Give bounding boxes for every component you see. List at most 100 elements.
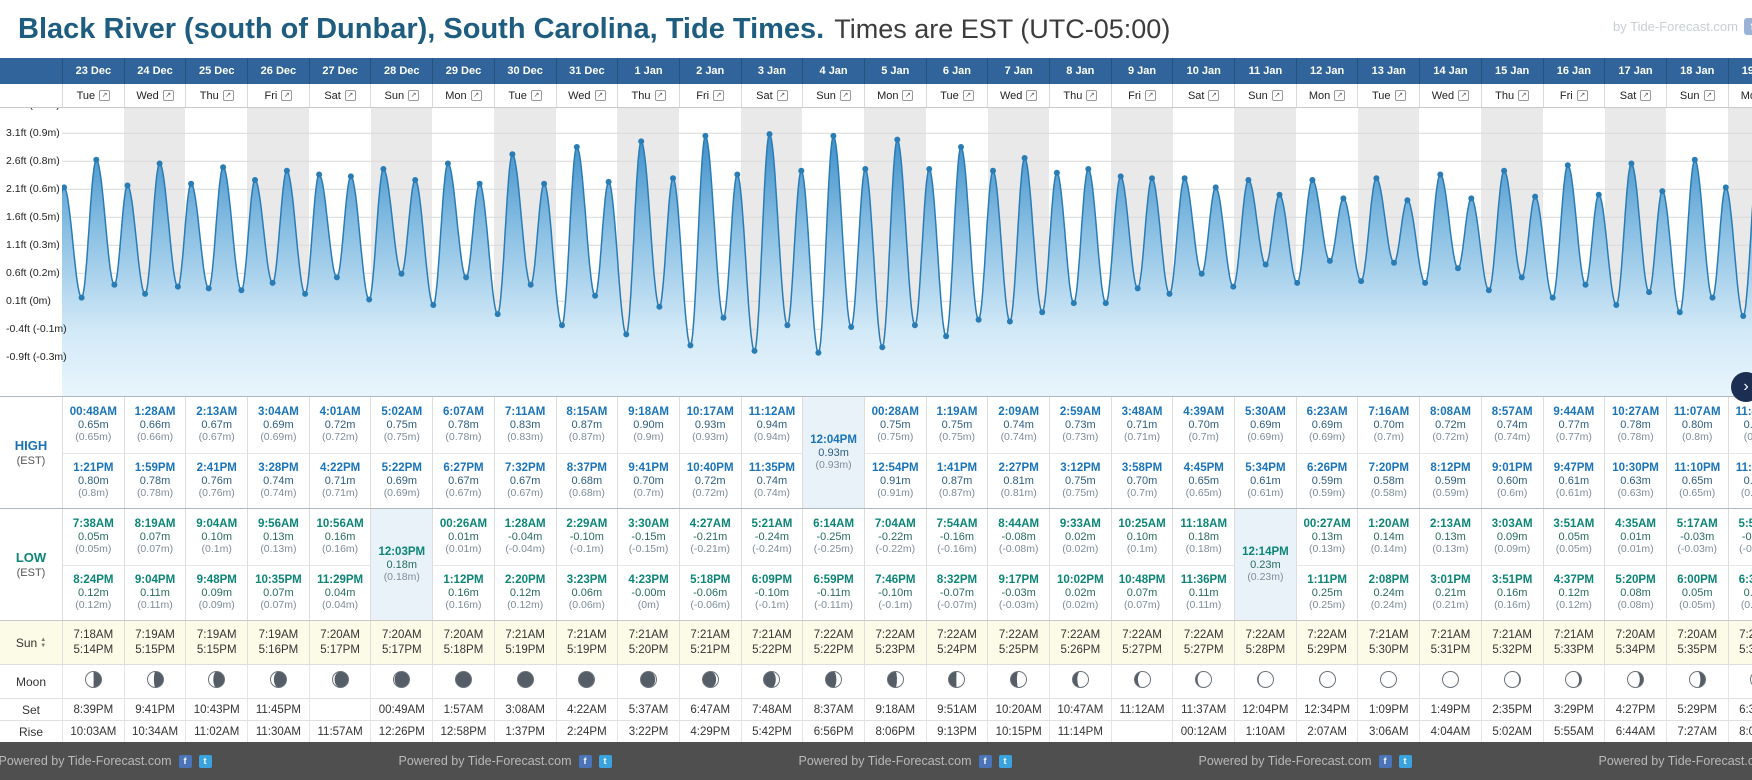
date-header-cell[interactable]: 7 Jan <box>987 58 1049 84</box>
date-header-cell[interactable]: 19 Jan <box>1727 58 1752 84</box>
date-header-cell[interactable]: 6 Jan <box>925 58 988 84</box>
date-header-cell[interactable]: 4 Jan <box>802 58 864 84</box>
next-dates-button[interactable]: › <box>1731 372 1752 402</box>
expand-day-icon[interactable]: ↗ <box>1394 90 1406 101</box>
moonset-cell: 11:37AM <box>1172 699 1234 720</box>
low-tide-entry: 6:59PM -0.11m (-0.11m) <box>803 564 864 621</box>
high-tide-cell: 11:12AM 0.94m (0.94m) 11:35PM 0.74m (0.74m) <box>740 397 803 508</box>
high-tide-height: 0.61m <box>1558 475 1590 488</box>
low-tide-height-alt: (0.11m) <box>1186 599 1222 612</box>
sun-times-cell: 7:21AM 5:33PM <box>1542 621 1605 664</box>
low-tide-height-alt: (0.16m) <box>322 543 359 556</box>
expand-day-icon[interactable]: ↗ <box>1086 90 1098 101</box>
expand-day-icon[interactable]: ↗ <box>99 90 111 101</box>
sunset-time: 5:27PM <box>1122 644 1162 656</box>
expand-day-icon[interactable]: ↗ <box>281 90 293 101</box>
low-tide-cell: 11:18AM 0.18m (0.18m) 11:36PM 0.11m (0.11m) <box>1172 509 1235 620</box>
moonrise-cell: 4:04AM <box>1419 721 1481 742</box>
high-tide-time: 4:01AM <box>319 406 361 419</box>
expand-day-icon[interactable]: ↗ <box>654 90 666 101</box>
date-header-cell[interactable]: 25 Dec <box>185 58 247 84</box>
high-tide-time: 1:21PM <box>73 462 114 475</box>
expand-day-icon[interactable]: ↗ <box>162 90 174 101</box>
high-tide-time: 6:23AM <box>1306 406 1348 419</box>
date-header-cell[interactable]: 10 Jan <box>1172 58 1234 84</box>
date-header-cell[interactable]: 8 Jan <box>1049 58 1111 84</box>
date-header-cell[interactable]: 31 Dec <box>555 58 618 84</box>
powered-by-text: Powered by Tide-Forecast.com <box>798 754 972 768</box>
low-tide-entry: 9:56AM 0.13m (0.13m) <box>248 509 309 565</box>
low-tide-entry: 5:20PM 0.08m (0.08m) <box>1605 564 1666 621</box>
date-header-cell[interactable]: 24 Dec <box>123 58 186 84</box>
expand-day-icon[interactable]: ↗ <box>1271 90 1283 101</box>
low-tide-entry: 9:33AM 0.02m (0.02m) <box>1050 509 1111 565</box>
date-header-cell[interactable]: 5 Jan <box>863 58 926 84</box>
low-tide-height-alt: (0.13m) <box>260 543 297 556</box>
expand-day-icon[interactable]: ↗ <box>530 90 542 101</box>
high-tide-height: 0.65m <box>1188 475 1219 488</box>
expand-day-icon[interactable]: ↗ <box>902 90 914 101</box>
low-tide-height: 0.25m <box>1311 587 1343 600</box>
low-tide-height: 0.13m <box>1435 531 1466 544</box>
date-header-cell[interactable]: 13 Jan <box>1357 58 1419 84</box>
date-header-cell[interactable]: 23 Dec <box>62 58 124 84</box>
expand-day-icon[interactable]: ↗ <box>222 90 234 101</box>
expand-day-icon[interactable]: ↗ <box>1208 90 1220 101</box>
high-tide-entry: 3:12PM 0.75m (0.75m) <box>1050 452 1111 509</box>
moon-cell <box>308 665 371 698</box>
facebook-icon[interactable]: f <box>178 754 192 768</box>
date-header-cell[interactable]: 1 Jan <box>617 58 679 84</box>
twitter-icon[interactable]: t <box>598 754 612 768</box>
facebook-icon[interactable]: f <box>1378 754 1392 768</box>
expand-day-icon[interactable]: ↗ <box>1334 90 1346 101</box>
facebook-icon[interactable]: f <box>578 754 592 768</box>
date-header-cell[interactable]: 28 Dec <box>370 58 432 84</box>
date-header-cell[interactable]: 18 Jan <box>1665 58 1728 84</box>
y-axis-tick-label: -0.9ft (-0.3m) <box>6 351 67 364</box>
expand-day-icon[interactable]: ↗ <box>594 90 606 101</box>
expand-day-icon[interactable]: ↗ <box>1640 90 1652 101</box>
date-header-cell[interactable]: 16 Jan <box>1542 58 1605 84</box>
moon-cell <box>1172 665 1234 698</box>
expand-day-icon[interactable]: ↗ <box>1026 90 1038 101</box>
date-header-cell[interactable]: 11 Jan <box>1234 58 1296 84</box>
date-header-cell[interactable]: 14 Jan <box>1419 58 1481 84</box>
expand-day-icon[interactable]: ↗ <box>962 90 974 101</box>
expand-day-icon[interactable]: ↗ <box>1703 90 1715 101</box>
expand-day-icon[interactable]: ↗ <box>1518 90 1530 101</box>
y-axis-tick-label: 2.6ft (0.8m) <box>6 155 60 168</box>
facebook-icon[interactable]: f <box>978 754 992 768</box>
twitter-icon[interactable]: t <box>1398 754 1412 768</box>
date-header-cell[interactable]: 26 Dec <box>247 58 309 84</box>
date-header-cell[interactable]: 30 Dec <box>493 58 556 84</box>
moonset-cell <box>308 699 371 720</box>
expand-day-icon[interactable]: ↗ <box>344 90 356 101</box>
expand-day-icon[interactable]: ↗ <box>470 90 482 101</box>
moonrise-cell: 11:14PM <box>1049 721 1111 742</box>
date-header-cell[interactable]: 2 Jan <box>678 58 741 84</box>
date-header-cell[interactable]: 15 Jan <box>1480 58 1543 84</box>
high-tide-entry: 4:45PM 0.65m (0.65m) <box>1173 452 1235 509</box>
expand-day-icon[interactable]: ↗ <box>713 90 725 101</box>
low-tide-entry: 1:20AM 0.14m (0.14m) <box>1358 509 1419 565</box>
date-header-cell[interactable]: 9 Jan <box>1110 58 1173 84</box>
twitter-icon[interactable]: t <box>198 754 212 768</box>
twitter-icon[interactable]: t <box>998 754 1012 768</box>
date-header-cell[interactable]: 27 Dec <box>308 58 371 84</box>
high-tide-height-alt: (0.69m) <box>1309 431 1346 444</box>
high-tide-entry: 2:09AM 0.74m (0.74m) <box>988 397 1049 453</box>
date-header-cell[interactable]: 29 Dec <box>432 58 494 84</box>
date-header-cell[interactable]: 3 Jan <box>740 58 803 84</box>
facebook-icon[interactable]: f <box>1744 18 1752 35</box>
expand-day-icon[interactable]: ↗ <box>839 90 851 101</box>
moon-cell <box>617 665 679 698</box>
expand-day-icon[interactable]: ↗ <box>408 90 420 101</box>
date-header-cell[interactable]: 17 Jan <box>1604 58 1666 84</box>
date-header-cell[interactable]: 12 Jan <box>1295 58 1358 84</box>
expand-day-icon[interactable]: ↗ <box>776 90 788 101</box>
expand-day-icon[interactable]: ↗ <box>1576 90 1588 101</box>
moonrise-cell: 5:42PM <box>740 721 803 742</box>
sun-times-cell: 7:19AM 5:15PM <box>185 621 247 664</box>
expand-day-icon[interactable]: ↗ <box>1458 90 1470 101</box>
expand-day-icon[interactable]: ↗ <box>1144 90 1156 101</box>
